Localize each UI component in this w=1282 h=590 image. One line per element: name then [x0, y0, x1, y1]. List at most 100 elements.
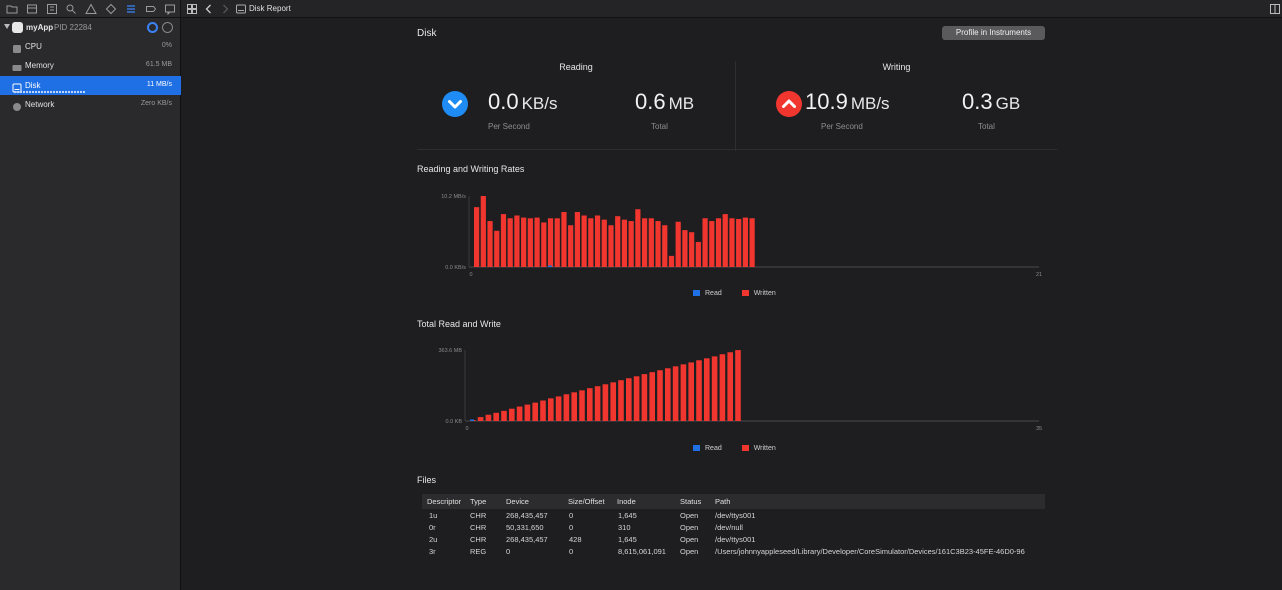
gauge-label: Memory [25, 61, 54, 70]
cell-type: CHR [470, 511, 487, 520]
written-bar [587, 388, 593, 421]
cell-status: Open [680, 535, 699, 544]
written-bar [695, 241, 701, 267]
written-bar [480, 196, 486, 267]
process-row[interactable]: myApp PID 22284 [0, 20, 181, 36]
written-bar [735, 350, 741, 421]
written-bar [581, 215, 587, 267]
column-header[interactable]: Type [470, 497, 487, 506]
add-editor-icon[interactable] [1269, 3, 1281, 15]
writing-total-unit: GB [995, 94, 1021, 113]
written-bar [648, 218, 654, 267]
report-content: Disk Profile in Instruments Reading 0.0 K… [417, 19, 1057, 590]
gauge-network[interactable]: Network Zero KB/s [0, 95, 181, 114]
pause-icon[interactable] [162, 22, 173, 33]
written-bar [501, 410, 507, 421]
column-header[interactable]: Device [506, 497, 529, 506]
navigator-toolbar [0, 0, 181, 18]
written-bar [633, 376, 640, 421]
legend-written-label: Written [753, 445, 776, 452]
column-header[interactable]: Inode [617, 497, 636, 506]
writing-panel: Writing 10.9 MB/s Per Second 0.3 GB Total [736, 51, 1057, 149]
breakpoint-icon[interactable] [145, 3, 157, 15]
cell-path: /Users/johnnyappleseed/Library/Developer… [715, 547, 1025, 556]
gauge-label: Disk [25, 81, 41, 90]
written-bar [711, 356, 718, 421]
x-tick-label: 21 [1036, 272, 1042, 278]
table-row[interactable]: 2u CHR 268,435,457 428 1,645 Open /dev/t… [422, 534, 1045, 546]
panel-divider [735, 61, 736, 151]
cell-path: /dev/null [715, 523, 743, 532]
y-tick-label: 0.0 KB/s [445, 265, 466, 271]
folder-icon[interactable] [6, 3, 18, 15]
written-bar [474, 207, 480, 267]
chevron-right-icon[interactable] [219, 3, 231, 15]
written-bar [487, 221, 493, 267]
written-bar [727, 352, 733, 421]
panel-separator [417, 149, 1057, 150]
test-icon[interactable] [105, 3, 117, 15]
report-icon[interactable] [164, 3, 176, 15]
page-title: Disk [417, 28, 437, 39]
gauge-memory[interactable]: Memory 61.5 MB [0, 56, 181, 75]
written-bar [514, 215, 520, 267]
written-bar [602, 384, 609, 421]
legend-read: Read [693, 445, 722, 452]
written-bar [642, 218, 648, 267]
chevron-left-icon[interactable] [203, 3, 215, 15]
written-bar [722, 214, 728, 267]
written-bar [579, 390, 585, 421]
written-bar [628, 221, 634, 267]
written-bar [626, 378, 632, 421]
process-pid: PID 22284 [54, 23, 92, 32]
gauge-disk[interactable]: Disk 11 MB/s [0, 76, 181, 95]
cell-inode: 310 [618, 523, 631, 532]
grid-icon[interactable] [186, 3, 198, 15]
symbol-icon[interactable] [46, 3, 58, 15]
warning-icon[interactable] [85, 3, 97, 15]
written-bar [709, 221, 715, 267]
written-bar [477, 417, 484, 421]
column-header[interactable]: Size/Offset [568, 497, 605, 506]
cell-type: CHR [470, 535, 487, 544]
column-header[interactable]: Descriptor [427, 497, 462, 506]
written-bar [563, 394, 570, 421]
writing-rate: 10.9 MB/s [805, 89, 890, 115]
breadcrumb[interactable]: Disk Report [249, 4, 291, 13]
column-header[interactable]: Status [680, 497, 702, 506]
x-tick-label: 35 [1036, 426, 1042, 432]
cell-size: 428 [569, 535, 582, 544]
cell-device: 268,435,457 [506, 535, 548, 544]
written-bar [657, 370, 663, 421]
totals-chart-legend: Read Written [693, 445, 794, 452]
gauge-cpu[interactable]: CPU 0% [0, 37, 181, 56]
rates-chart-legend: Read Written [693, 290, 794, 297]
legend-written: Written [741, 290, 776, 297]
table-row[interactable]: 1u CHR 268,435,457 0 1,645 Open /dev/tty… [422, 510, 1045, 522]
y-tick-label: 0.0 KB [445, 419, 462, 425]
source-control-icon[interactable] [26, 3, 38, 15]
reading-total-label: Total [651, 122, 668, 131]
disclosure-triangle-icon[interactable] [4, 24, 10, 29]
profile-in-instruments-button[interactable]: Profile in Instruments [942, 26, 1045, 40]
debug-navigator-icon[interactable] [125, 3, 137, 15]
network-icon [12, 99, 22, 111]
search-icon[interactable] [65, 3, 77, 15]
totals-chart: 363.6 MB 0.0 KB0 35 [438, 348, 1042, 432]
cell-type: CHR [470, 523, 487, 532]
disk-icon [12, 80, 22, 93]
reading-total: 0.6 MB [635, 89, 694, 115]
reading-total-value: 0.6 [635, 89, 666, 114]
column-header[interactable]: Path [715, 497, 731, 506]
gauge-label: CPU [25, 42, 42, 51]
written-bar [500, 214, 507, 267]
table-row[interactable]: 0r CHR 50,331,650 0 310 Open /dev/null [422, 522, 1045, 534]
written-bar [601, 219, 607, 267]
cell-path: /dev/ttys001 [715, 535, 756, 544]
gauge-value: 61.5 MB [145, 61, 172, 68]
totals-chart-title: Total Read and Write [417, 319, 501, 329]
gauge-value: 0% [161, 42, 172, 49]
written-bar [615, 216, 621, 267]
table-row[interactable]: 3r REG 0 0 8,615,061,091 Open /Users/joh… [422, 546, 1045, 558]
written-bar [688, 362, 694, 421]
